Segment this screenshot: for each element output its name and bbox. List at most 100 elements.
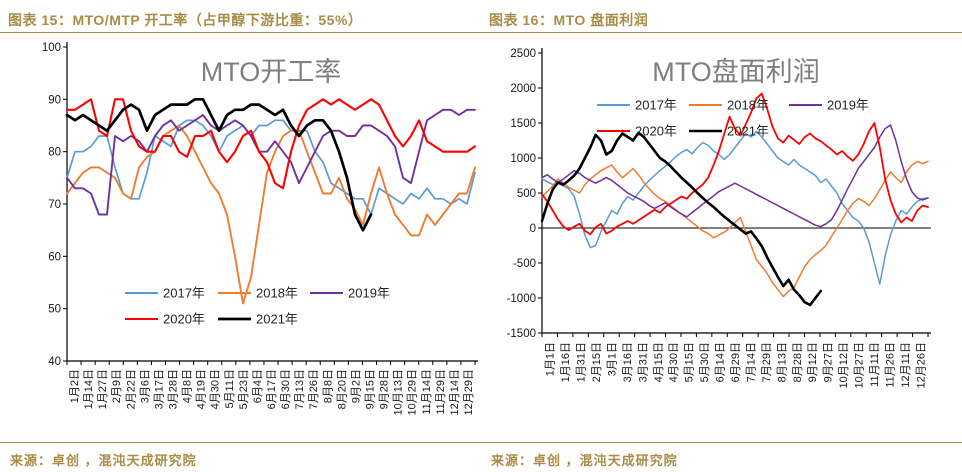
y-tick-label: 500	[517, 188, 536, 200]
series-line-2021年	[65, 97, 373, 232]
x-tick-label: 12月14日	[449, 369, 461, 415]
x-tick-label: 1月2日	[69, 369, 81, 403]
x-tick-label: 6月30日	[280, 369, 292, 409]
x-tick-label: 1月14日	[83, 369, 95, 409]
x-tick-label: 4月30日	[668, 342, 680, 382]
x-tick-label: 10月13日	[393, 369, 405, 415]
x-tick-label: 11月26日	[884, 342, 896, 388]
x-tick-label: 5月11日	[224, 369, 236, 409]
x-tick-label: 4月8日	[182, 369, 194, 403]
x-tick-label: 3月28日	[168, 369, 180, 409]
x-tick-label: 10月27日	[854, 342, 866, 388]
x-tick-label: 11月14日	[421, 369, 433, 415]
x-tick-label: 8月20日	[336, 369, 348, 409]
legend-label-2020年: 2020年	[635, 124, 677, 139]
x-tick-label: 7月13日	[294, 369, 306, 409]
legend-label-2019年: 2019年	[348, 286, 390, 301]
x-tick-label: 4月19日	[196, 369, 208, 409]
x-tick-label: 9月28日	[379, 369, 391, 409]
x-tick-label: 6月29日	[730, 342, 742, 382]
x-tick-label: 5月15日	[684, 342, 696, 382]
x-tick-label: 1月27日	[97, 369, 109, 409]
x-tick-label: 6月17日	[266, 369, 278, 409]
chart-inner-title: MTO开工率	[201, 57, 342, 87]
y-tick-label: 2000	[510, 83, 536, 95]
x-tick-label: 7月29日	[761, 342, 773, 382]
x-tick-label: 3月16日	[622, 342, 634, 382]
x-tick-label: 3月1日	[606, 342, 618, 376]
x-tick-label: 2月15日	[591, 342, 603, 382]
x-tick-label: 2月9日	[111, 369, 123, 403]
y-tick-label: 100	[42, 42, 61, 54]
x-tick-label: 12月29日	[463, 369, 475, 415]
chart-inner-title: MTO盘面利润	[652, 57, 820, 87]
y-tick-label: 0	[530, 223, 536, 235]
legend-label-2018年: 2018年	[256, 286, 298, 301]
series-line-2019年	[541, 124, 929, 228]
figure-15-panel: 图表 15：MTO/MTP 开工率（占甲醇下游比重：55%） MTO开工率 100…	[0, 0, 481, 472]
x-tick-label: 7月26日	[308, 369, 320, 409]
series-line-2018年	[541, 160, 929, 298]
y-tick-label: 1000	[510, 153, 536, 165]
x-tick-label: 10月29日	[407, 369, 419, 415]
x-tick-label: 4月15日	[653, 342, 665, 382]
series-line-2020年	[65, 98, 477, 190]
y-tick-label: -1000	[507, 293, 536, 305]
figure-16-header-title: 图表 16：MTO 盘面利润	[481, 0, 962, 33]
x-tick-label: 1月31日	[576, 342, 588, 382]
figure-16-source-note: 来源：卓创 ，混沌天成研究院	[481, 442, 962, 472]
x-tick-label: 8月28日	[792, 342, 804, 382]
legend-label-2017年: 2017年	[635, 98, 677, 113]
y-tick-label: 80	[48, 147, 61, 159]
y-tick-label: 70	[48, 199, 61, 211]
y-tick-label: 50	[48, 304, 61, 316]
legend-label-2018年: 2018年	[727, 98, 769, 113]
x-tick-label: 9月27日	[823, 342, 835, 382]
figure-16-panel: 图表 16：MTO 盘面利润 MTO盘面利润 2500 2000 1500 1000 50…	[481, 0, 962, 472]
x-tick-label: 3月6日	[139, 369, 151, 403]
x-tick-label: 1月1日	[545, 342, 557, 376]
mto-profit-chart: MTO盘面利润 2500 2000 1500 1000 500 0 -500 -1000 -150…	[507, 48, 931, 388]
x-tick-label: 6月4日	[252, 369, 264, 403]
series-line-2018年	[66, 124, 476, 305]
x-tick-label: 2月22日	[125, 369, 137, 409]
x-tick-label: 7月14日	[745, 342, 757, 382]
x-tick-label: 8月8日	[322, 369, 334, 403]
x-tick-label: 11月11日	[869, 342, 881, 387]
y-tick-label: -500	[513, 258, 536, 270]
y-tick-label: 2500	[510, 48, 536, 60]
x-tick-label: 9月15日	[364, 369, 376, 409]
y-tick-label: 90	[48, 94, 61, 106]
series-line-2021年	[540, 131, 823, 307]
legend-label-2017年: 2017年	[163, 286, 205, 301]
y-tick-label: 40	[48, 356, 61, 368]
legend-label-2020年: 2020年	[163, 312, 205, 327]
x-tick-label: 10月12日	[838, 342, 850, 388]
series-line-2017年	[541, 130, 929, 285]
x-tick-label: 3月17日	[153, 369, 165, 409]
series-line-2020年	[541, 92, 929, 236]
y-tick-label: 60	[48, 251, 61, 263]
x-tick-label: 5月30日	[699, 342, 711, 382]
x-tick-label: 8月13日	[776, 342, 788, 382]
x-tick-label: 3月31日	[637, 342, 649, 382]
x-tick-label: 5月23日	[238, 369, 250, 409]
y-tick-label: 1500	[510, 118, 536, 130]
legend-label-2021年: 2021年	[256, 312, 298, 327]
x-tick-label: 9月2日	[350, 369, 362, 403]
legend-label-2021年: 2021年	[727, 124, 769, 139]
x-tick-label: 4月30日	[210, 369, 222, 409]
y-tick-label: -1500	[507, 328, 536, 340]
x-tick-label: 12月26日	[915, 342, 927, 388]
x-tick-label: 6月14日	[715, 342, 727, 382]
figure-15-header-title: 图表 15：MTO/MTP 开工率（占甲醇下游比重：55%）	[0, 0, 481, 33]
x-tick-label: 11月29日	[435, 369, 447, 415]
x-tick-label: 1月16日	[560, 342, 572, 382]
x-tick-label: 9月12日	[807, 342, 819, 382]
x-tick-label: 12月11日	[900, 342, 912, 388]
legend-label-2019年: 2019年	[827, 98, 869, 113]
series-line-2017年	[66, 119, 476, 216]
figure-15-source-note: 来源：卓创 ，混沌天成研究院	[0, 442, 481, 472]
